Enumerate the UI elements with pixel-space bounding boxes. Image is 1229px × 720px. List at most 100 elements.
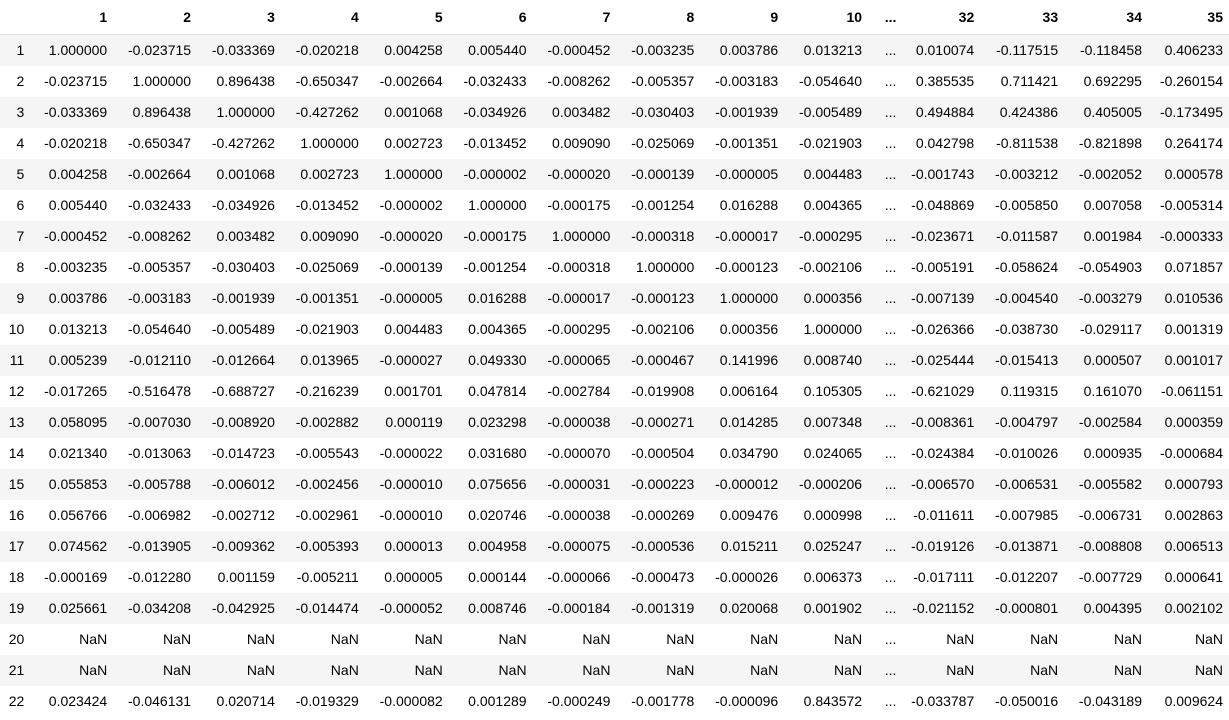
table-cell: -0.011611 bbox=[913, 507, 975, 523]
row-index: 13 bbox=[8, 414, 25, 430]
table-cell: 0.000144 bbox=[468, 569, 527, 585]
table-cell: -0.650347 bbox=[295, 73, 359, 89]
table-cell: -0.000206 bbox=[799, 476, 863, 492]
table-cell: -0.621029 bbox=[911, 383, 975, 399]
table-row: 22 0.023424 -0.046131 0.020714 -0.019329 -0.0… bbox=[0, 686, 1229, 717]
table-cell: -0.006570 bbox=[911, 476, 975, 492]
table-cell: 0.034790 bbox=[719, 445, 779, 461]
table-cell: -0.000452 bbox=[44, 228, 108, 244]
table-cell: 0.020068 bbox=[719, 600, 779, 616]
table-cell: -0.005850 bbox=[995, 197, 1059, 213]
table-row: 11 0.005239 -0.012110 -0.012664 0.013965 -0.0… bbox=[0, 345, 1229, 376]
table-cell: 0.000998 bbox=[803, 507, 863, 523]
table-cell: -0.008361 bbox=[911, 414, 975, 430]
table-cell: NaN bbox=[414, 662, 443, 678]
table-cell: 1.000000 bbox=[719, 290, 779, 306]
ellipsis-cell: ... bbox=[884, 445, 897, 461]
row-index: 22 bbox=[8, 693, 25, 709]
table-row: 3 -0.033369 0.896438 1.000000 -0.427262 0.001… bbox=[0, 97, 1229, 128]
row-index: 6 bbox=[16, 197, 25, 213]
table-cell: 0.004258 bbox=[384, 42, 443, 58]
table-cell: -0.002106 bbox=[631, 321, 695, 337]
table-cell: 0.711421 bbox=[1000, 73, 1059, 89]
table-cell: 0.001068 bbox=[384, 104, 443, 120]
table-cell: 0.006373 bbox=[803, 569, 863, 585]
table-cell: NaN bbox=[79, 662, 108, 678]
table-cell: 0.424386 bbox=[999, 104, 1059, 120]
table-cell: NaN bbox=[946, 631, 975, 647]
row-index: 15 bbox=[8, 476, 25, 492]
table-cell: 0.025661 bbox=[48, 600, 108, 616]
table-cell: -0.000801 bbox=[995, 600, 1059, 616]
row-index: 20 bbox=[8, 631, 25, 647]
table-cell: -0.034926 bbox=[463, 104, 527, 120]
table-cell: 0.002723 bbox=[384, 135, 443, 151]
table-cell: 0.004958 bbox=[468, 538, 527, 554]
table-cell: -0.000020 bbox=[379, 228, 443, 244]
row-index: 21 bbox=[8, 662, 25, 678]
table-cell: -0.516478 bbox=[128, 383, 192, 399]
table-cell: 0.014285 bbox=[719, 414, 779, 430]
table-cell: -0.001254 bbox=[631, 197, 695, 213]
table-cell: -0.025444 bbox=[911, 352, 975, 368]
table-cell: 0.000356 bbox=[803, 290, 863, 306]
table-cell: -0.050016 bbox=[995, 693, 1059, 709]
table-cell: -0.012664 bbox=[211, 352, 275, 368]
table-cell: 0.002102 bbox=[1164, 600, 1223, 616]
table-cell: -0.054903 bbox=[1078, 259, 1142, 275]
table-cell: 0.000793 bbox=[1164, 476, 1223, 492]
table-cell: -0.030403 bbox=[211, 259, 275, 275]
table-cell: -0.005489 bbox=[799, 104, 863, 120]
table-cell: -0.005582 bbox=[1078, 476, 1142, 492]
column-header: 2 bbox=[113, 0, 198, 35]
table-cell: -0.000295 bbox=[799, 228, 863, 244]
table-row: 21 NaN NaN NaN NaN NaN NaN NaN NaN NaN NaN... NaN Na… bbox=[0, 655, 1229, 686]
row-index: 12 bbox=[8, 383, 25, 399]
table-cell: 0.264174 bbox=[1164, 135, 1223, 151]
table-cell: 0.008740 bbox=[803, 352, 863, 368]
table-cell: 0.009624 bbox=[1164, 693, 1223, 709]
table-cell: NaN bbox=[414, 631, 443, 647]
table-cell: -0.000002 bbox=[463, 166, 527, 182]
table-cell: 0.001068 bbox=[216, 166, 275, 182]
table-cell: 0.025247 bbox=[803, 538, 863, 554]
table-row: 2 -0.023715 1.000000 0.896438 -0.650347 -0.00… bbox=[0, 66, 1229, 97]
table-header: 1 2 3 4 5 6 7 8 9 10... 32 33 34 35 bbox=[0, 0, 1229, 35]
table-cell: 0.843572 bbox=[803, 693, 863, 709]
table-cell: -0.000010 bbox=[379, 507, 443, 523]
table-cell: -0.000082 bbox=[379, 693, 443, 709]
table-cell: 0.075656 bbox=[468, 476, 527, 492]
table-cell: -0.001939 bbox=[211, 290, 275, 306]
table-cell: -0.005543 bbox=[295, 445, 359, 461]
table-cell: -0.001351 bbox=[295, 290, 359, 306]
table-cell: -0.014723 bbox=[211, 445, 275, 461]
row-index: 17 bbox=[8, 538, 25, 554]
table-cell: -0.003279 bbox=[1078, 290, 1142, 306]
table-cell: -0.000223 bbox=[631, 476, 695, 492]
table-cell: 0.005440 bbox=[468, 42, 527, 58]
table-cell: NaN bbox=[498, 662, 527, 678]
row-index: 14 bbox=[8, 445, 25, 461]
table-cell: -0.004797 bbox=[995, 414, 1059, 430]
table-row: 15 0.055853 -0.005788 -0.006012 -0.002456 -0.… bbox=[0, 469, 1229, 500]
ellipsis-cell: ... bbox=[884, 569, 897, 585]
table-cell: -0.003183 bbox=[715, 73, 779, 89]
table-cell: -0.000249 bbox=[547, 693, 611, 709]
table-cell: -0.012110 bbox=[129, 352, 192, 368]
ellipsis-cell: ... bbox=[884, 507, 897, 523]
table-cell: -0.002712 bbox=[211, 507, 275, 523]
table-row: 19 0.025661 -0.034208 -0.042925 -0.014474 -0.… bbox=[0, 593, 1229, 624]
column-header: 4 bbox=[280, 0, 365, 35]
row-index: 7 bbox=[16, 228, 25, 244]
table-cell: 0.003786 bbox=[719, 42, 779, 58]
table-cell: -0.000684 bbox=[1159, 445, 1223, 461]
table-row: 7 -0.000452 -0.008262 0.003482 0.009090 -0.00… bbox=[0, 221, 1229, 252]
table-row: 8 -0.003235 -0.005357 -0.030403 -0.025069 -0.… bbox=[0, 252, 1229, 283]
table-cell: -0.001939 bbox=[715, 104, 779, 120]
table-cell: -0.025069 bbox=[295, 259, 359, 275]
table-cell: -0.013871 bbox=[995, 538, 1059, 554]
table-cell: 0.009090 bbox=[552, 135, 611, 151]
table-cell: 0.010536 bbox=[1164, 290, 1223, 306]
table-cell: 0.000641 bbox=[1164, 569, 1223, 585]
table-cell: NaN bbox=[946, 662, 975, 678]
